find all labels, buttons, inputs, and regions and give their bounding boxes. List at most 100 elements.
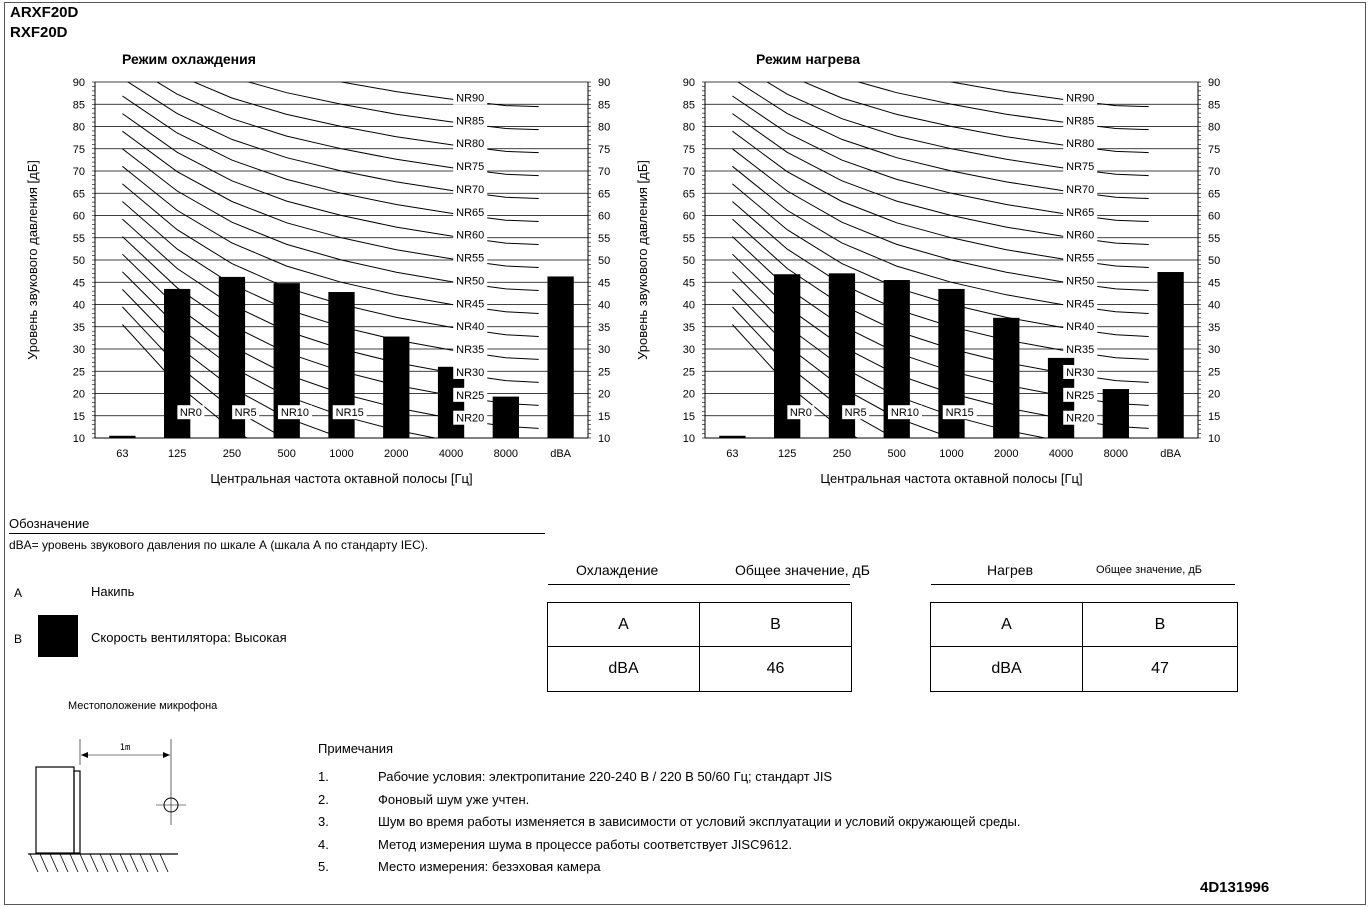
y-tick-label-right: 65 [1208,188,1220,200]
y-tick-label-left: 20 [683,389,695,401]
y-tick-label-right: 30 [598,344,610,356]
nr-label-bg [453,204,488,219]
bar [492,396,519,438]
y-tick-label-right: 90 [598,77,610,89]
y-tick-label-left: 85 [73,99,85,111]
y-tick-label-left: 25 [73,366,85,378]
nr-curve [122,324,249,438]
nr-curve-label: NR75 [1066,161,1094,173]
nr-curve-label: NR35 [456,344,484,356]
heating-row-label: dBA [930,646,1083,692]
y-tick-label-right: 25 [1208,366,1220,378]
nr-curve-label: NR50 [456,275,484,287]
x-tick-label: 4000 [439,448,463,460]
nr-curve [122,306,286,438]
y-tick-label-left: 80 [683,122,695,134]
y-tick-label-left: 70 [73,166,85,178]
y-tick-label-left: 30 [73,344,85,356]
bar [993,317,1020,438]
cooling-col-a: A [547,602,700,647]
cooling-row-label: dBA [547,646,700,692]
nr-curve [122,289,344,438]
nr-curve [122,165,539,314]
nr-curve-label: NR65 [1066,207,1094,219]
y-tick-label-right: 30 [1208,344,1220,356]
nr-label-bg [887,405,922,420]
nr-curve [732,148,1149,291]
nr-curve-label: NR40 [1066,321,1094,333]
x-tick-label: 1000 [329,448,353,460]
note-text: Шум во время работы изменяется в зависим… [378,814,1021,829]
nr-label-bg [453,159,488,174]
nr-curve-label: NR70 [456,184,484,196]
x-tick-label: 2000 [384,448,408,460]
nr-curve-label: NR25 [1066,390,1094,402]
model-name-1: ARXF20D [10,4,79,21]
nr-curve-label: NR85 [1066,115,1094,127]
x-tick-label: 250 [833,448,851,460]
nr-label-bg [453,342,488,357]
bar [1157,272,1184,438]
dba-note: dBA= уровень звукового давления по шкале… [9,538,429,552]
y-tick-label-left: 45 [73,277,85,289]
note-item: 4. Метод измерения шума в процессе работы… [318,834,1020,857]
note-text: Место измерения: безэховая камера [378,859,601,874]
nr-label-bg [453,387,488,402]
nr-curve [732,113,1149,245]
x-tick-label: 250 [223,448,241,460]
y-tick-label-right: 60 [1208,211,1220,223]
y-tick-label-right: 80 [598,122,610,134]
nr-curve [122,130,539,268]
nr-curve [122,95,539,222]
nr-curve-label: NR25 [456,390,484,402]
nr-label-bg [1063,181,1098,196]
nr-curve [856,82,1149,131]
y-tick-label-right: 65 [598,188,610,200]
nr-curve-label: NR70 [1066,184,1094,196]
nr-curve [122,113,539,245]
nr-curve-label: NR80 [456,138,484,150]
note-number: 4. [318,836,329,852]
note-number: 2. [318,791,329,807]
y-tick-label-left: 90 [683,77,695,89]
legend-b-label: Скорость вентилятора: Высокая [91,630,287,645]
nr-label-bg [332,405,367,420]
nr-curve [766,82,1149,177]
y-tick-label-right: 25 [598,366,610,378]
y-tick-label-right: 40 [1208,300,1220,312]
nr-label-bg [453,113,488,128]
note-text: Метод измерения шума в процессе работы с… [378,836,793,852]
nr-curve-label: NR40 [456,321,484,333]
nr-curve [732,324,859,438]
y-tick-label-left: 20 [73,389,85,401]
note-item: 5. Место измерения: безэховая камера [318,856,1020,879]
nr-curve-label: NR60 [456,230,484,242]
y-tick-label-left: 75 [73,144,85,156]
nr-label-bg [1063,319,1098,334]
nr-curve-label: NR5 [235,407,257,419]
y-tick-label-left: 25 [683,366,695,378]
unit-panel [73,770,81,854]
heating-table-title: Нагрев [987,562,1034,578]
nr-label-bg [453,319,488,334]
nr-curve-label: NR55 [456,253,484,265]
x-tick-label: 8000 [1104,448,1128,460]
heating-header-rule [931,584,1235,585]
nr-label-bg [1063,342,1098,357]
nr-curve-label: NR85 [456,115,484,127]
y-axis-title: Уровень звукового давления [дБ] [635,160,650,360]
y-tick-label-right: 40 [598,300,610,312]
y-tick-label-right: 45 [598,277,610,289]
y-tick-label-right: 85 [598,99,610,111]
nr-curve [127,82,539,199]
y-tick-label-left: 35 [683,322,695,334]
nr-curve-label: NR5 [845,407,867,419]
distance-label: 1m [120,743,131,753]
note-item: 2. Фоновый шум уже учтен. [318,789,1020,812]
nr-curve [338,82,539,108]
cooling-table-title: Охлаждение [576,562,659,578]
nr-label-bg [1063,90,1098,105]
nr-curve-label: NR20 [456,413,484,425]
page-frame [4,2,1366,905]
y-tick-label-right: 55 [1208,233,1220,245]
